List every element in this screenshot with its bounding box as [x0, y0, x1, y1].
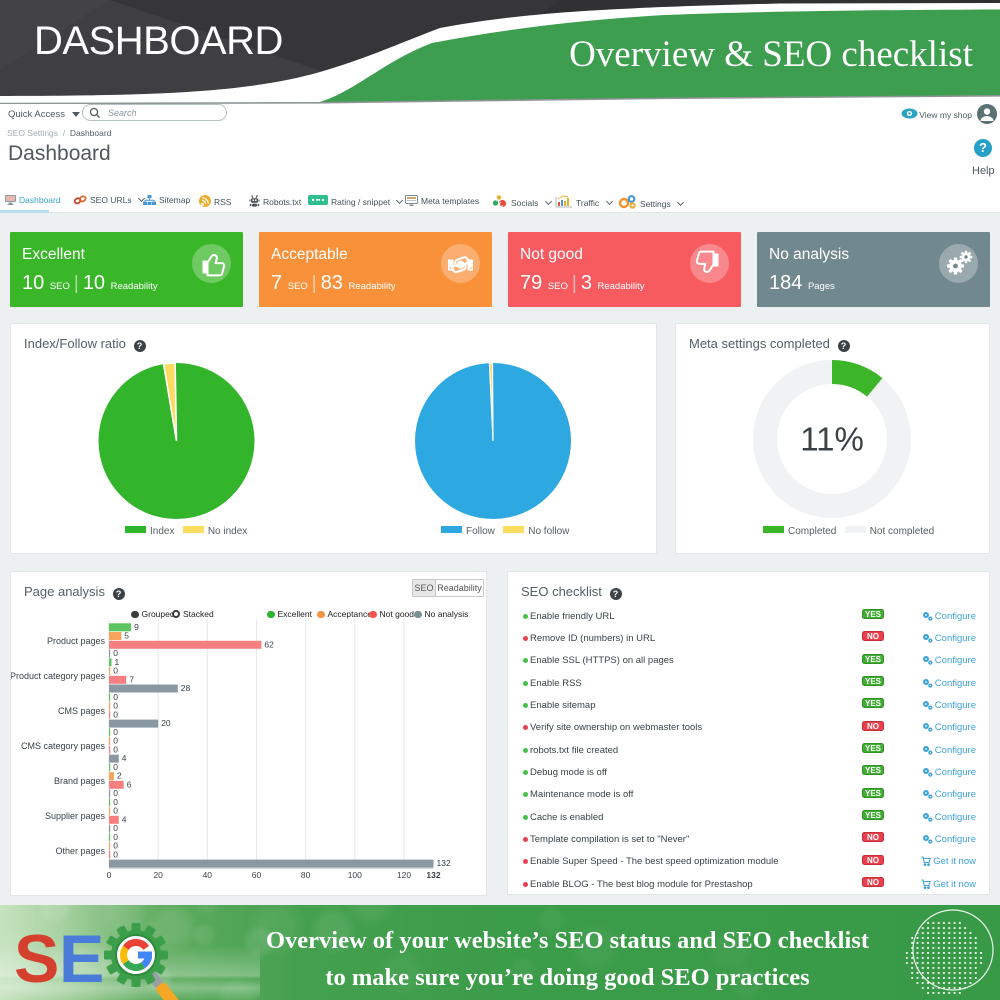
svg-text:0: 0 — [113, 806, 118, 816]
svg-text:0: 0 — [113, 797, 118, 807]
svg-text:6: 6 — [127, 779, 132, 789]
svg-text:0: 0 — [113, 666, 118, 676]
svg-text:0: 0 — [113, 849, 118, 859]
svg-text:CMS pages: CMS pages — [58, 706, 106, 716]
svg-text:28: 28 — [181, 683, 191, 693]
svg-text:0: 0 — [113, 692, 118, 702]
svg-text:80: 80 — [301, 870, 311, 880]
svg-text:4: 4 — [122, 753, 127, 763]
svg-text:0: 0 — [113, 823, 118, 833]
svg-text:7: 7 — [129, 674, 134, 684]
svg-text:0: 0 — [113, 841, 118, 851]
svg-text:40: 40 — [203, 870, 213, 880]
svg-text:0: 0 — [107, 870, 112, 880]
svg-text:Product category pages: Product category pages — [11, 671, 105, 681]
svg-text:62: 62 — [264, 639, 274, 649]
svg-text:S: S — [14, 921, 59, 997]
svg-text:Product pages: Product pages — [47, 636, 106, 646]
svg-text:0: 0 — [113, 648, 118, 658]
svg-text:132: 132 — [426, 870, 440, 880]
svg-text:11%: 11% — [800, 421, 864, 458]
svg-text:E: E — [59, 921, 104, 997]
svg-text:20: 20 — [161, 718, 171, 728]
svg-text:1: 1 — [115, 657, 120, 667]
svg-text:0: 0 — [113, 727, 118, 737]
svg-text:4: 4 — [122, 814, 127, 824]
svg-text:0: 0 — [113, 832, 118, 842]
svg-text:20: 20 — [153, 870, 163, 880]
svg-text:9: 9 — [134, 622, 139, 632]
svg-text:0: 0 — [113, 701, 118, 711]
svg-text:120: 120 — [397, 870, 411, 880]
svg-text:0: 0 — [113, 788, 118, 798]
svg-text:100: 100 — [348, 870, 362, 880]
svg-text:CMS category pages: CMS category pages — [21, 741, 106, 751]
svg-text:0: 0 — [113, 744, 118, 754]
svg-text:60: 60 — [252, 870, 262, 880]
svg-text:0: 0 — [113, 709, 118, 719]
svg-text:0: 0 — [113, 736, 118, 746]
svg-text:Supplier pages: Supplier pages — [45, 811, 106, 821]
svg-text:2: 2 — [117, 771, 122, 781]
svg-text:0: 0 — [113, 762, 118, 772]
svg-text:Other pages: Other pages — [55, 846, 105, 856]
svg-text:5: 5 — [124, 631, 129, 641]
svg-text:132: 132 — [437, 858, 451, 868]
svg-text:Brand pages: Brand pages — [54, 776, 106, 786]
